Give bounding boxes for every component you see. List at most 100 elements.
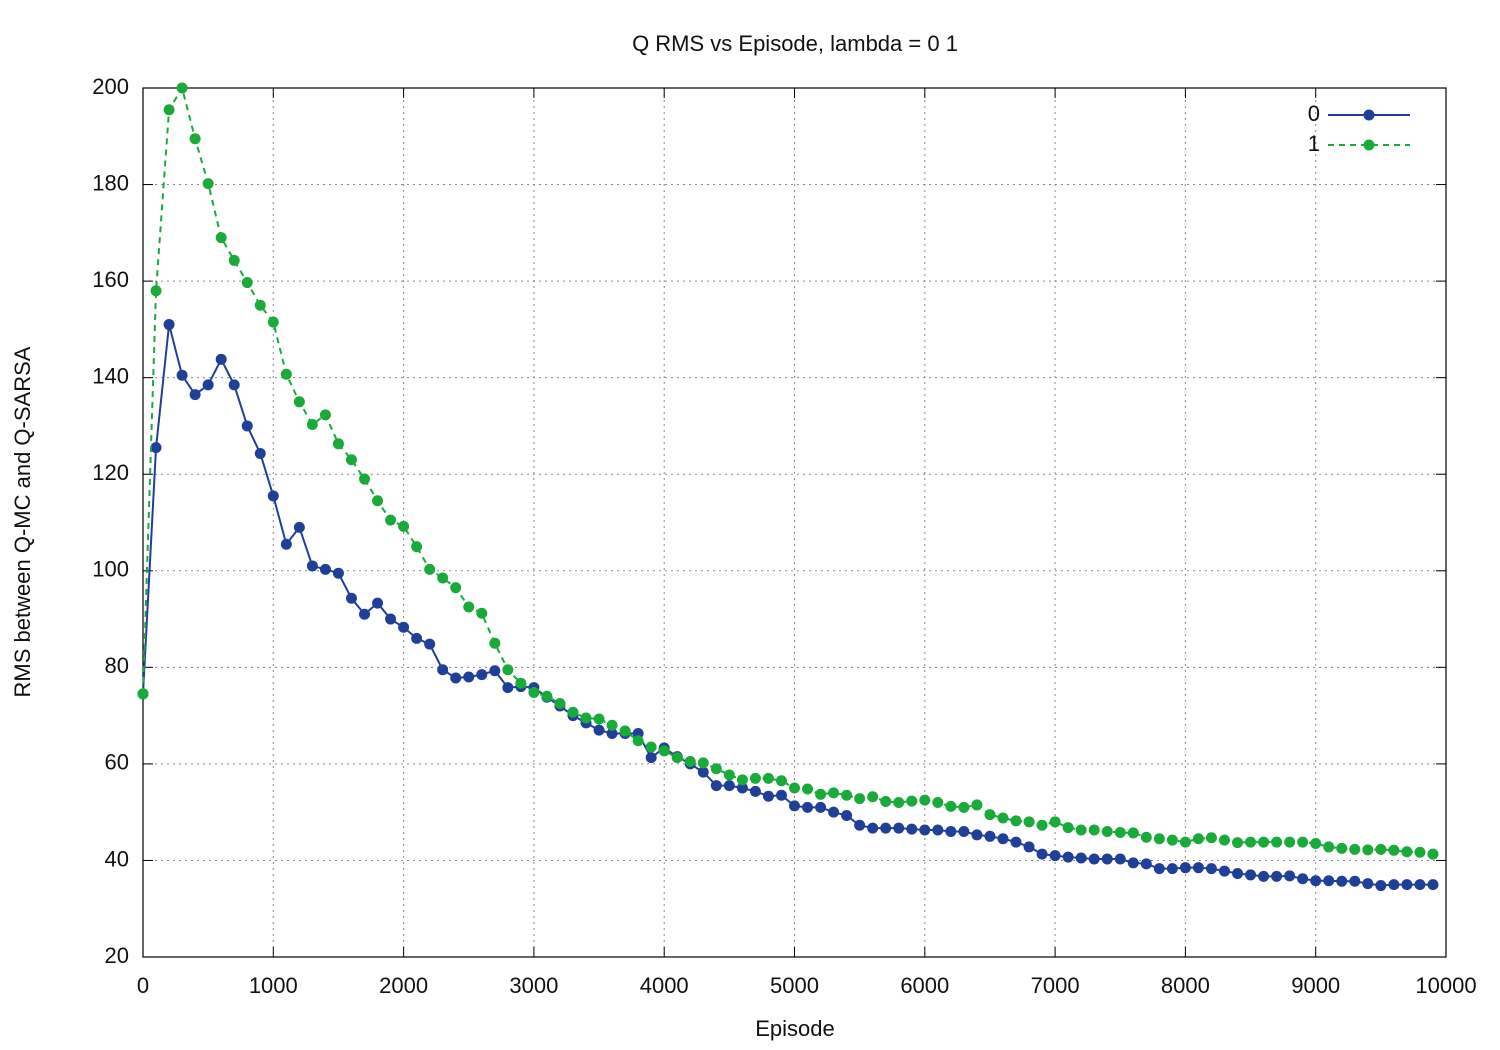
series-line [142, 85, 1434, 856]
point [241, 420, 253, 432]
y-tick-label: 120 [92, 460, 129, 485]
point [1088, 853, 1100, 865]
point [789, 800, 800, 812]
point [893, 797, 905, 809]
point [841, 789, 853, 801]
point [437, 664, 449, 676]
point [854, 793, 866, 805]
point [971, 829, 983, 841]
y-tick-label: 60 [105, 750, 129, 775]
point [176, 82, 188, 94]
point [293, 521, 305, 533]
point [1127, 857, 1139, 869]
point [828, 806, 840, 818]
point [1375, 880, 1387, 892]
point [528, 686, 540, 698]
point [1297, 836, 1309, 848]
point [1284, 836, 1296, 848]
point [645, 741, 657, 753]
legend-marker [1363, 109, 1375, 121]
point [1075, 824, 1087, 836]
point [476, 669, 488, 681]
point [1388, 879, 1400, 891]
plot-border [142, 87, 1447, 958]
x-tick-label: 8000 [1161, 973, 1210, 998]
chart-title: Q RMS vs Episode, lambda = 0 1 [632, 31, 958, 56]
point [1349, 875, 1361, 887]
x-tick-label: 3000 [509, 973, 558, 998]
point [215, 353, 227, 365]
point [1310, 838, 1322, 850]
point [176, 369, 188, 381]
point [254, 447, 266, 459]
point [345, 454, 357, 466]
y-tick-label: 20 [105, 943, 129, 968]
point [606, 727, 618, 739]
point [1414, 879, 1426, 891]
point [1023, 841, 1035, 853]
point [359, 473, 371, 485]
point [958, 825, 970, 837]
point [749, 785, 761, 797]
point [828, 787, 840, 799]
point [1192, 833, 1204, 845]
y-tick-label: 80 [105, 653, 129, 678]
point [332, 567, 344, 579]
point [345, 592, 357, 604]
point [1049, 816, 1061, 828]
y-tick-label: 140 [92, 363, 129, 388]
point [359, 608, 371, 620]
point [241, 277, 253, 289]
point [267, 316, 279, 328]
point [802, 783, 814, 795]
point [1258, 836, 1270, 848]
x-tick-label: 2000 [379, 973, 428, 998]
point [267, 490, 279, 502]
point [1036, 848, 1048, 860]
point [1140, 858, 1152, 870]
point [1271, 870, 1283, 882]
point [802, 801, 814, 813]
point [1205, 832, 1217, 844]
point [332, 438, 344, 450]
point [150, 442, 162, 454]
series-line [142, 324, 1433, 887]
point [280, 538, 292, 550]
point [1245, 869, 1257, 881]
point [1101, 825, 1113, 837]
point [319, 563, 331, 575]
point [697, 766, 709, 778]
point [1179, 862, 1191, 874]
point [1310, 875, 1322, 887]
point [749, 772, 761, 784]
point [515, 677, 527, 689]
point [1336, 842, 1348, 854]
point [945, 800, 957, 812]
point [189, 133, 201, 145]
point [1401, 879, 1413, 891]
y-tick-label: 100 [92, 557, 129, 582]
point [137, 688, 149, 700]
point [997, 833, 1009, 845]
point [254, 299, 266, 311]
point [385, 514, 397, 526]
point [385, 613, 397, 625]
point [437, 572, 449, 584]
point [815, 788, 827, 800]
point [450, 672, 462, 684]
point [736, 774, 748, 786]
point [1088, 824, 1100, 836]
point [319, 409, 331, 421]
point [306, 560, 318, 572]
y-tick-label: 180 [92, 170, 129, 195]
point [215, 232, 227, 244]
point [658, 745, 670, 757]
point [580, 712, 592, 724]
point [450, 582, 462, 594]
point [1388, 844, 1400, 856]
point [189, 389, 201, 401]
point [1323, 841, 1335, 853]
point [398, 621, 410, 633]
point [775, 789, 787, 801]
point [1362, 878, 1374, 890]
